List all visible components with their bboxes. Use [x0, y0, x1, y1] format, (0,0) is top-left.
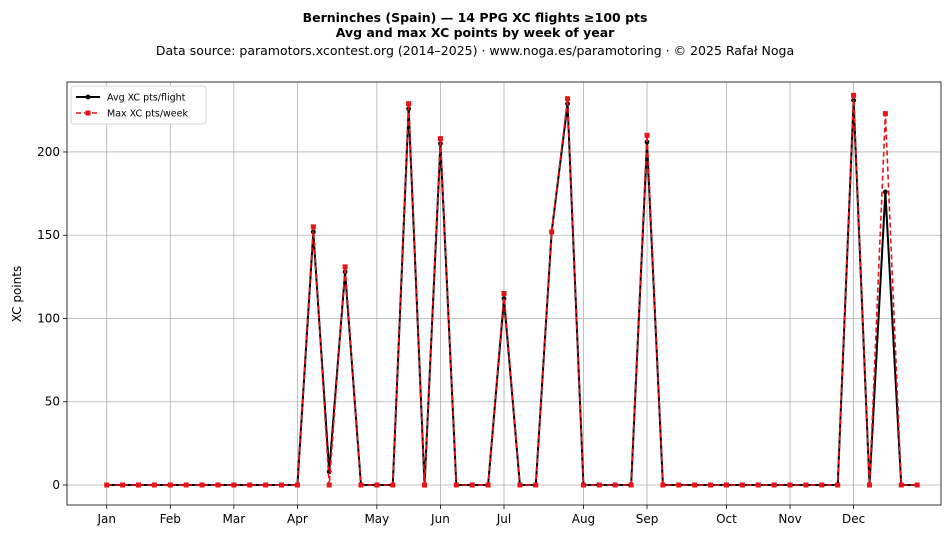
- x-tick-label-6: Jul: [496, 512, 511, 526]
- series-1-point-51: [914, 482, 920, 488]
- series-1-point-25: [501, 291, 507, 296]
- series-1-point-2: [136, 482, 142, 488]
- y-axis-label: XC points: [10, 266, 24, 322]
- x-tick-label-5: Jun: [430, 512, 450, 526]
- series-1-point-33: [628, 482, 634, 488]
- series-1-point-26: [517, 482, 523, 488]
- series-1-point-36: [676, 482, 682, 488]
- chart-title-line1: Berninches (Spain) — 14 PPG XC flights ≥…: [303, 10, 648, 25]
- series-1-point-18: [390, 482, 396, 488]
- series-1-point-13: [310, 224, 316, 230]
- series-0-point-34: [644, 139, 650, 145]
- series-1-point-35: [660, 482, 666, 488]
- series-1-point-48: [866, 482, 872, 488]
- y-tick-label-4: 200: [37, 145, 60, 159]
- series-1-point-47: [851, 92, 857, 98]
- legend-box: [70, 85, 207, 125]
- x-tick-label-10: Nov: [778, 512, 801, 526]
- series-line-0: [106, 99, 918, 487]
- series-1-point-50: [898, 482, 904, 488]
- series-1-point-34: [644, 132, 650, 138]
- series-line-1: [106, 94, 918, 486]
- legend-max-marker: [85, 110, 91, 116]
- series-1-point-7: [215, 482, 221, 488]
- legend-avg-label: Avg XC pts/flight: [107, 93, 186, 104]
- series-1-point-4: [167, 482, 173, 488]
- series-1-point-9: [247, 482, 253, 488]
- series-1-point-27: [533, 482, 539, 488]
- series-1-point-37: [692, 482, 698, 488]
- x-tick-label-11: Dec: [842, 512, 865, 526]
- series-layer: [104, 92, 920, 488]
- series-1-point-10: [263, 482, 269, 488]
- series-1-point-44: [803, 482, 809, 488]
- series-1-point-32: [612, 482, 618, 488]
- series-1-point-30: [580, 482, 586, 488]
- series-1-point-0: [104, 482, 110, 488]
- series-1-point-24: [485, 482, 491, 488]
- chart-title-line2: Avg and max XC points by week of year: [336, 25, 615, 40]
- legend: Avg XC pts/flight Max XC pts/week: [70, 85, 207, 125]
- series-1-point-12: [294, 482, 300, 488]
- series-1-point-42: [771, 482, 777, 488]
- series-0-point-49: [882, 189, 888, 195]
- series-1-point-19: [406, 101, 412, 107]
- y-tick-label-1: 50: [45, 395, 60, 409]
- series-1-point-49: [882, 111, 888, 117]
- series-1-point-31: [596, 482, 602, 488]
- series-1-point-46: [835, 482, 841, 488]
- series-1-point-3: [151, 482, 157, 488]
- y-tick-label-0: 0: [52, 478, 60, 492]
- series-1-point-20: [422, 482, 428, 488]
- series-1-point-38: [708, 482, 714, 488]
- series-1-point-16: [358, 482, 364, 488]
- series-1-point-39: [723, 482, 729, 488]
- chart-subtitle: Data source: paramotors.xcontest.org (20…: [156, 43, 794, 58]
- series-1-point-17: [374, 482, 380, 488]
- legend-avg-marker: [85, 94, 91, 100]
- series-1-point-28: [549, 229, 555, 235]
- series-1-point-15: [342, 264, 348, 270]
- x-tick-label-9: Oct: [716, 512, 737, 526]
- x-tick-label-0: Jan: [96, 512, 116, 526]
- series-1-point-6: [199, 482, 205, 488]
- x-tick-label-3: Apr: [287, 512, 308, 526]
- x-tick-label-4: May: [364, 512, 389, 526]
- series-1-point-40: [739, 482, 745, 488]
- series-1-point-23: [469, 482, 475, 488]
- x-tick-label-1: Feb: [160, 512, 181, 526]
- series-1-point-29: [565, 96, 571, 102]
- series-1-point-5: [183, 482, 189, 488]
- legend-max-label: Max XC pts/week: [107, 109, 188, 120]
- series-1-point-22: [453, 482, 459, 488]
- series-1-point-8: [231, 482, 237, 488]
- series-1-point-43: [787, 482, 793, 488]
- ticks-layer: Jan Feb Mar Apr May Jun Jul Aug Sep Oct Nov Dec 0 50 1…: [37, 145, 865, 526]
- series-1-point-11: [279, 482, 285, 488]
- x-tick-label-2: Mar: [223, 512, 246, 526]
- x-tick-label-8: Sep: [636, 512, 659, 526]
- y-tick-label-2: 100: [37, 311, 60, 325]
- series-1-point-41: [755, 482, 761, 488]
- y-tick-label-3: 150: [37, 228, 60, 242]
- series-1-point-14: [326, 482, 332, 488]
- series-1-point-21: [437, 136, 443, 142]
- x-tick-label-7: Aug: [572, 512, 595, 526]
- series-1-point-45: [819, 482, 825, 488]
- series-1-point-1: [120, 482, 126, 488]
